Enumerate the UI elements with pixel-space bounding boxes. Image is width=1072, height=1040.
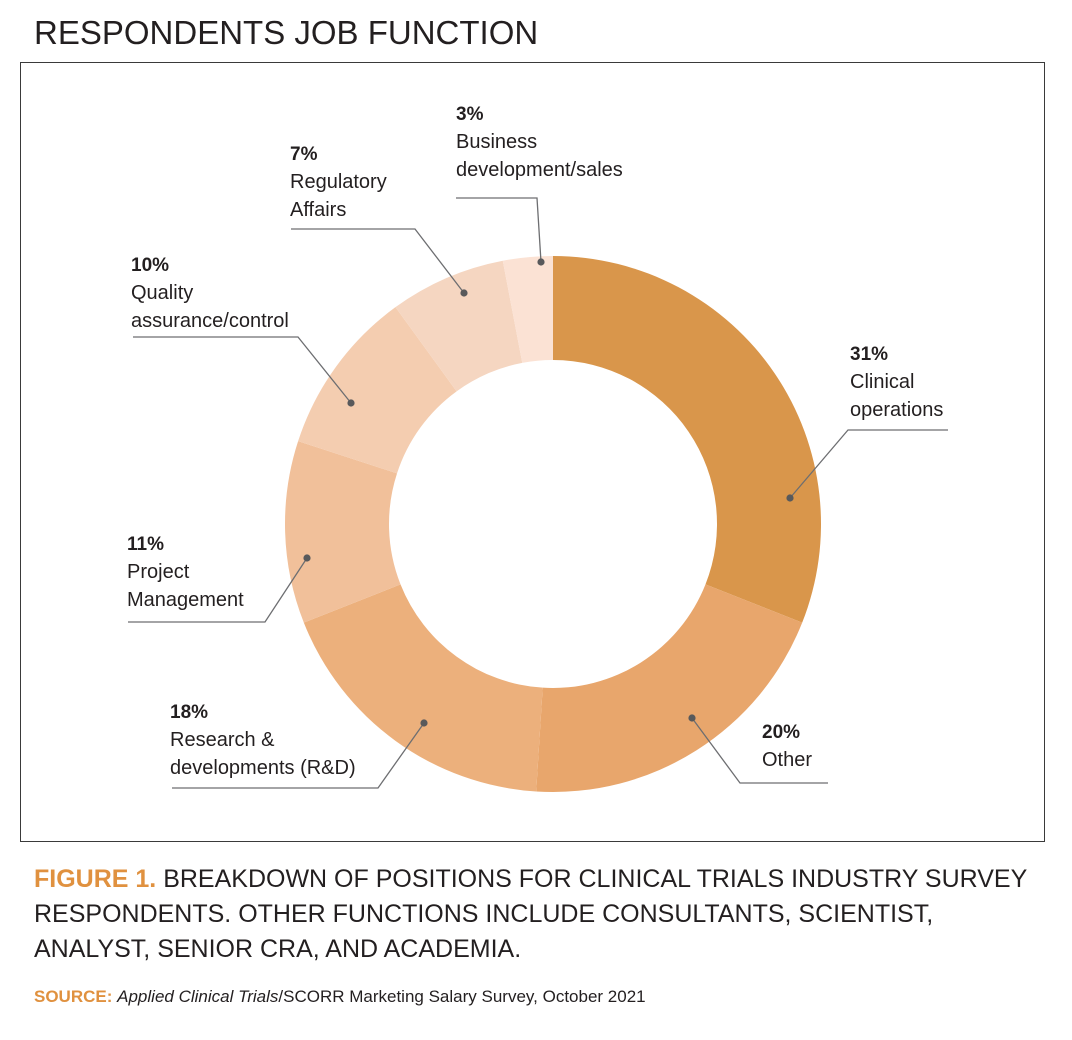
slice-category-label: Regulatory bbox=[290, 171, 387, 193]
donut-slice bbox=[553, 256, 822, 623]
slice-category-label: development/sales bbox=[456, 159, 623, 181]
leader-dot bbox=[688, 714, 696, 722]
leader-dot bbox=[347, 399, 355, 407]
slice-category-label: Quality bbox=[131, 282, 193, 304]
slice-percent-label: 18% bbox=[170, 702, 208, 723]
leader-dot bbox=[537, 258, 545, 266]
leader-line bbox=[128, 557, 308, 623]
leader-line bbox=[133, 336, 352, 404]
source-lead: SOURCE: bbox=[34, 987, 113, 1006]
slice-percent-label: 11% bbox=[127, 534, 164, 555]
slice-percent-label: 10% bbox=[131, 255, 169, 276]
slice-category-label: Clinical bbox=[850, 371, 914, 393]
slice-category-label: Business bbox=[456, 131, 537, 153]
caption-lead: FIGURE 1. bbox=[34, 865, 157, 893]
donut-slice bbox=[536, 584, 803, 792]
slice-category-label: Other bbox=[762, 749, 812, 771]
slice-category-label: assurance/control bbox=[131, 310, 289, 332]
leader-dot bbox=[786, 494, 794, 502]
source-text: /SCORR Marketing Salary Survey, October … bbox=[278, 987, 646, 1006]
source-publication: Applied Clinical Trials bbox=[117, 987, 279, 1006]
leader-line bbox=[172, 722, 425, 789]
donut-slice bbox=[303, 584, 543, 792]
slice-category-label: Project bbox=[127, 561, 190, 583]
leader-line bbox=[456, 197, 542, 263]
source-note: SOURCE: Applied Clinical Trials/SCORR Ma… bbox=[34, 987, 646, 1007]
leader-line bbox=[691, 717, 828, 784]
chart-title: RESPONDENTS JOB FUNCTION bbox=[34, 14, 539, 51]
donut-slice bbox=[502, 256, 553, 363]
caption-text: BREAKDOWN OF POSITIONS FOR CLINICAL TRIA… bbox=[34, 865, 1027, 963]
chart-frame bbox=[20, 62, 1045, 842]
slice-category-label: Management bbox=[127, 589, 244, 611]
slice-percent-label: 31% bbox=[850, 344, 888, 365]
leader-dot bbox=[420, 719, 428, 727]
donut-chart: 31% Clinical operations 20% Other 18% Research… bbox=[127, 104, 948, 792]
leader-line bbox=[291, 228, 465, 294]
leader-line bbox=[789, 429, 948, 499]
slice-category-label: Affairs bbox=[290, 199, 346, 221]
donut-slice bbox=[298, 307, 457, 474]
slice-category-label: Research & bbox=[170, 729, 275, 751]
slice-category-label: operations bbox=[850, 399, 943, 421]
figure-caption: FIGURE 1. BREAKDOWN OF POSITIONS FOR CLI… bbox=[34, 862, 1044, 967]
slice-percent-label: 20% bbox=[762, 722, 800, 743]
leader-dot bbox=[303, 554, 311, 562]
donut-slice bbox=[395, 260, 523, 392]
slice-category-label: developments (R&D) bbox=[170, 757, 356, 779]
donut-slice bbox=[285, 441, 401, 623]
slice-percent-label: 7% bbox=[290, 144, 318, 165]
leader-dot bbox=[460, 289, 468, 297]
slice-percent-label: 3% bbox=[456, 104, 484, 125]
